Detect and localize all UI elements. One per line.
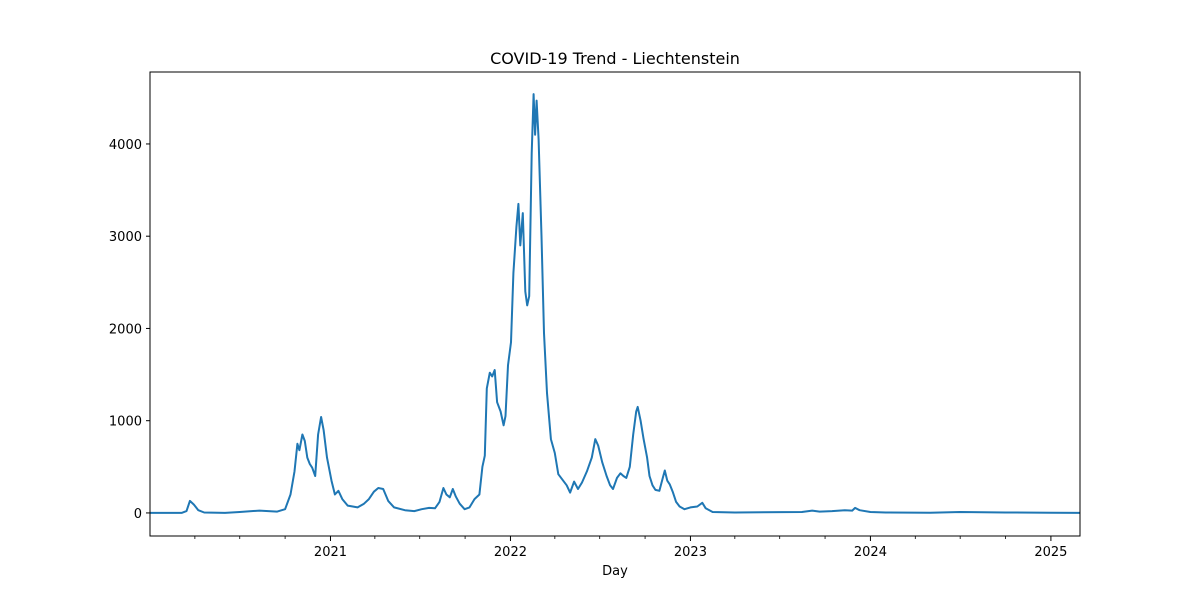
chart-title: COVID-19 Trend - Liechtenstein (490, 49, 740, 68)
x-tick-label: 2023 (674, 545, 707, 560)
plot-area (150, 93, 1081, 514)
y-tick-label: 2000 (109, 322, 142, 337)
y-tick-label: 3000 (109, 230, 142, 245)
y-axis: 0 1000 2000 3000 4000 (109, 138, 150, 522)
x-axis: 2021 2022 2023 2024 2025 (194, 536, 1067, 560)
series-line (150, 93, 1081, 514)
x-axis-label: Day (602, 564, 628, 579)
y-tick-label: 0 (134, 507, 142, 522)
x-tick-label: 2025 (1034, 545, 1067, 560)
axes-frame (149, 71, 1081, 537)
y-tick-label: 1000 (109, 415, 142, 430)
x-tick-label: 2021 (314, 545, 347, 560)
x-tick-label: 2022 (494, 545, 527, 560)
y-tick-label: 4000 (109, 138, 142, 153)
x-tick-label: 2024 (854, 545, 887, 560)
